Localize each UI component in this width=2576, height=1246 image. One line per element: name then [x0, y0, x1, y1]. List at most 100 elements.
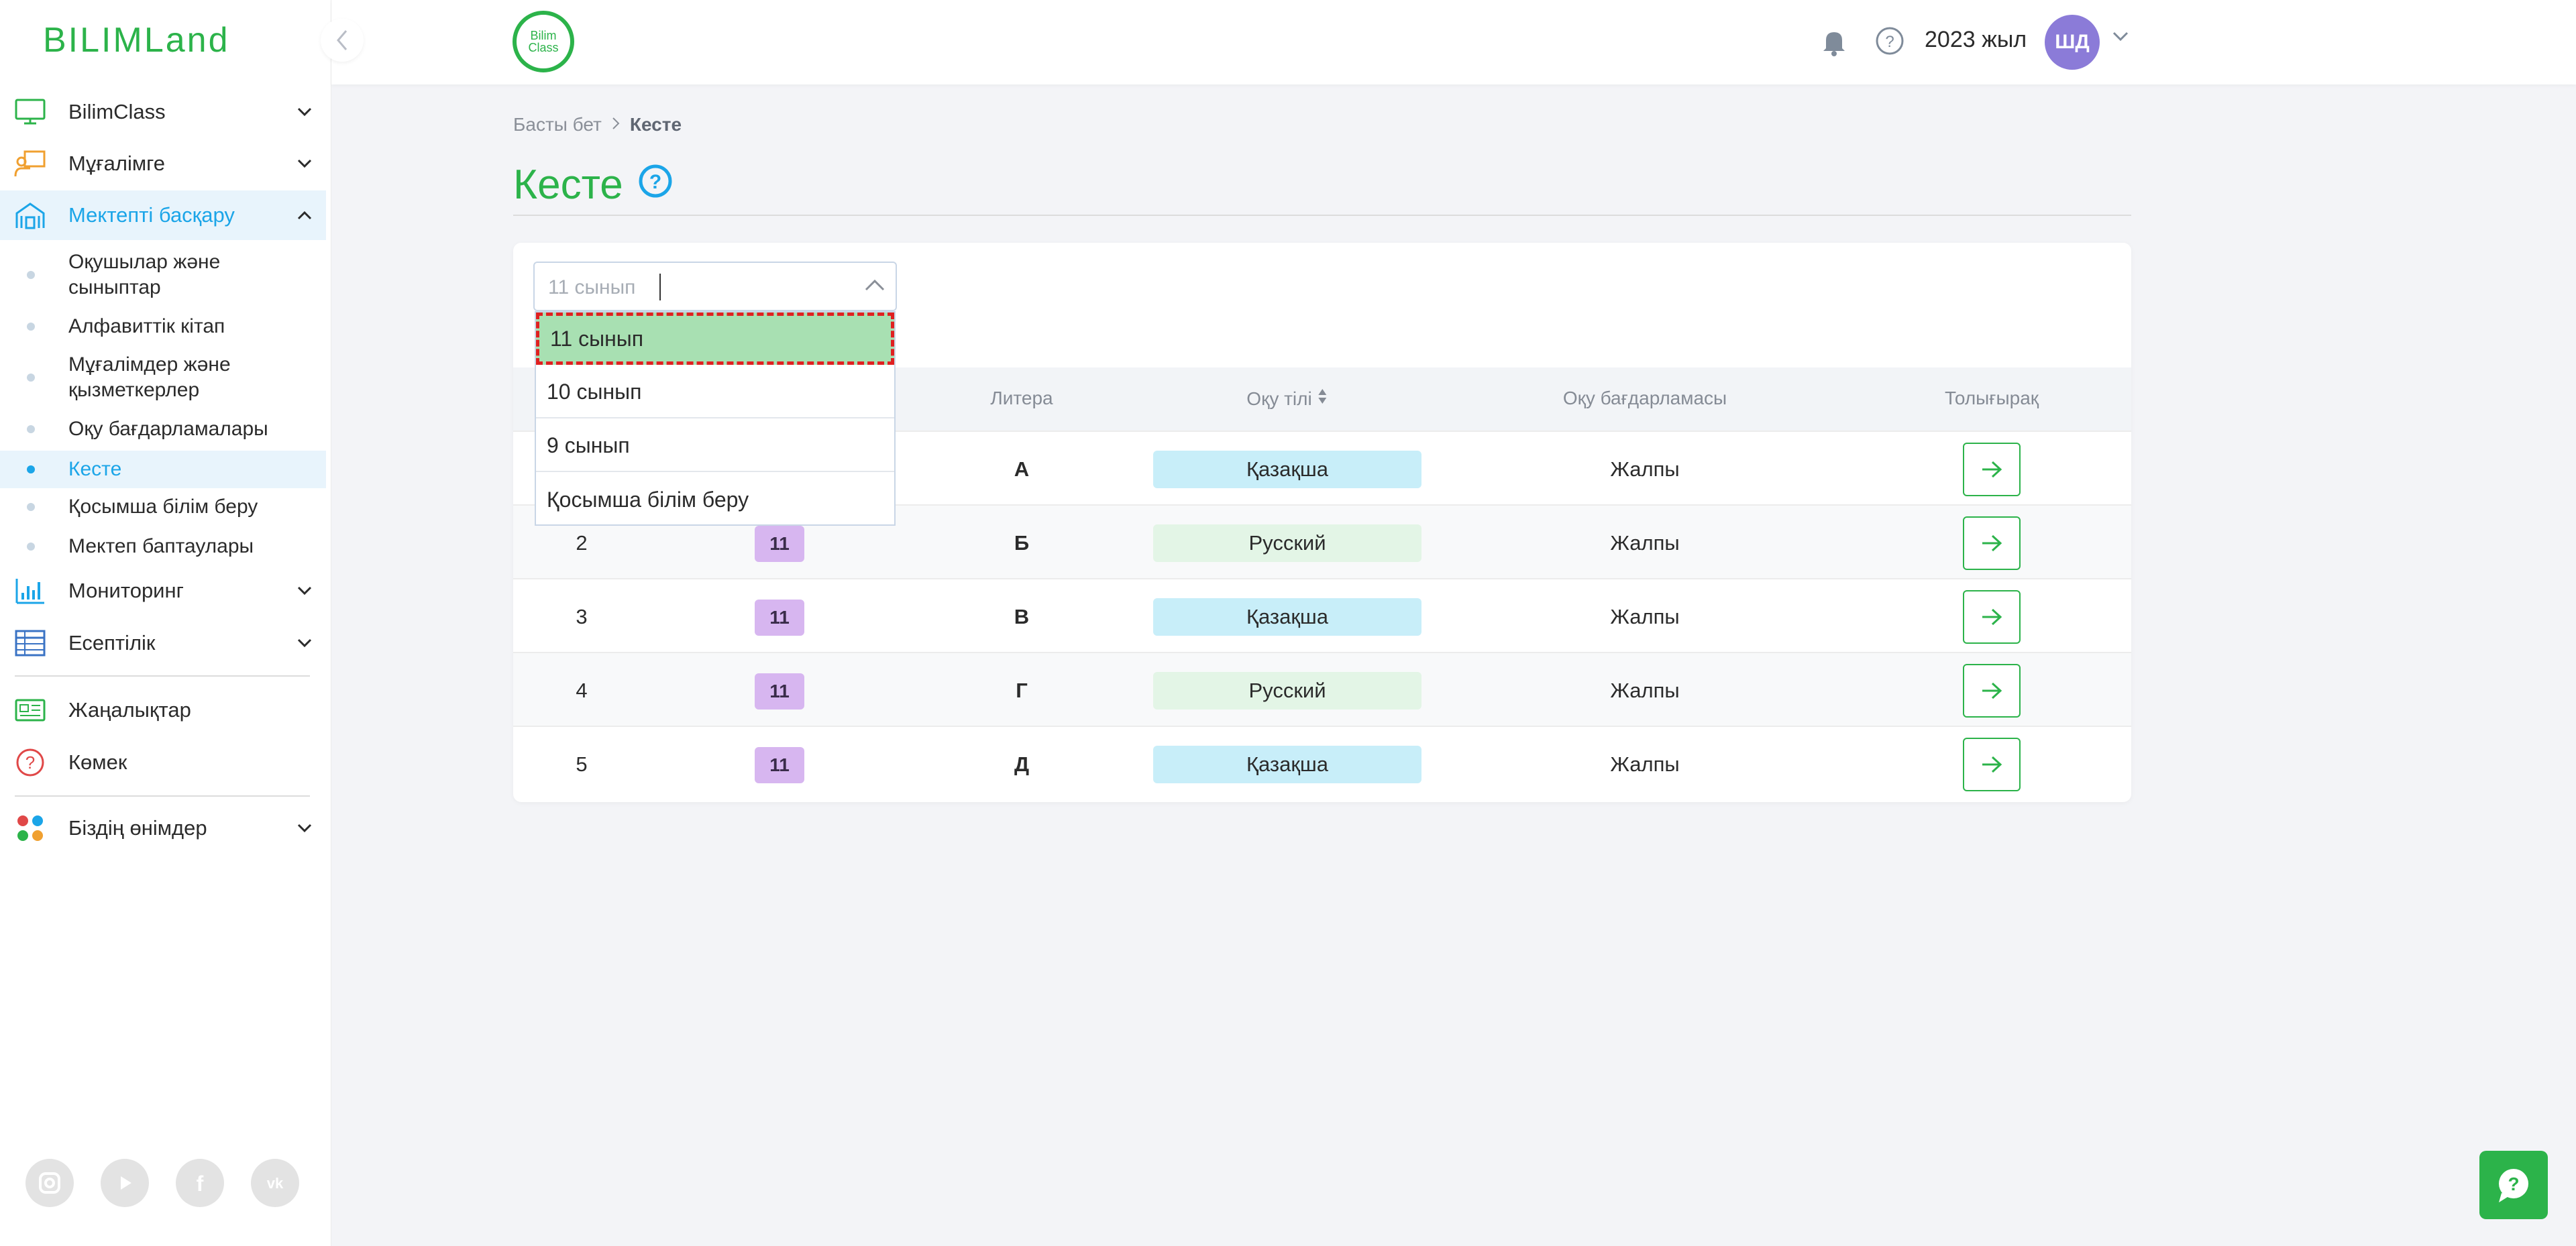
help-chat-button[interactable]: ? — [2479, 1151, 2548, 1219]
bullet-dot — [27, 323, 35, 331]
details-button[interactable] — [1963, 738, 2021, 791]
grade-badge: 11 — [755, 600, 804, 636]
dropdown-option-grade-9[interactable]: 9 сынып — [536, 420, 894, 472]
sidebar-item-label: Біздің өнімдер — [68, 816, 207, 840]
avatar[interactable]: ШД — [2045, 15, 2100, 70]
chevron-left-icon — [337, 30, 347, 50]
monitor-icon — [13, 95, 47, 129]
facebook-icon[interactable]: f — [176, 1159, 224, 1207]
subitem-label-line2: қызметкерлер — [68, 379, 200, 401]
arrow-right-icon — [1982, 608, 2002, 626]
chevron-up-icon[interactable] — [863, 276, 886, 297]
table-row: 4 11 Г Русский Жалпы — [513, 652, 2131, 726]
bilimland-logo[interactable]: BILIMLand — [43, 21, 230, 60]
youtube-icon[interactable] — [101, 1159, 149, 1207]
subitem-label-line2: сыныптар — [68, 276, 161, 298]
chevron-down-icon[interactable] — [2112, 31, 2129, 46]
sidebar-subitem-schedule[interactable]: Кесте — [0, 451, 326, 488]
breadcrumb-current: Кесте — [629, 114, 682, 135]
dropdown-option-grade-10[interactable]: 10 сынып — [536, 366, 894, 418]
sidebar-item-label: Көмек — [68, 750, 127, 774]
row-number: 4 — [576, 679, 588, 702]
vk-icon[interactable]: vk — [251, 1159, 299, 1207]
sidebar-subitem-teachers-staff[interactable]: Мұғалімдер және қызметкерлер — [0, 351, 326, 404]
details-button[interactable] — [1963, 664, 2021, 718]
col-header-language[interactable]: Оқу тілі — [1246, 388, 1328, 410]
sidebar-item-teacher[interactable]: Мұғалімге — [0, 139, 326, 188]
instagram-icon[interactable] — [25, 1159, 74, 1207]
row-number: 3 — [576, 605, 588, 628]
table-row: 3 11 В Қазақша Жалпы — [513, 578, 2131, 652]
class-select[interactable]: 11 сынып — [533, 262, 897, 311]
details-button[interactable] — [1963, 516, 2021, 570]
school-icon — [13, 199, 47, 232]
help-icon[interactable]: ? — [1874, 25, 1905, 60]
language-badge: Қазақша — [1153, 451, 1421, 488]
sidebar-collapse-button[interactable] — [321, 19, 364, 62]
sidebar-item-bilimclass[interactable]: BilimClass — [0, 87, 326, 137]
sidebar-item-label: BilimClass — [68, 100, 166, 123]
row-program: Жалпы — [1610, 605, 1680, 628]
subitem-label-line1: Мұғалімдер және — [68, 353, 231, 376]
row-litera: А — [1014, 457, 1030, 481]
sidebar-subitem-school-settings[interactable]: Мектеп баптаулары — [0, 530, 326, 563]
sidebar-item-school-management[interactable]: Мектепті басқару — [0, 190, 326, 240]
top-header: Bilim Class ? 2023 жыл ШД — [331, 0, 2576, 84]
bullet-dot — [27, 271, 35, 279]
row-number: 2 — [576, 531, 588, 555]
details-button[interactable] — [1963, 443, 2021, 496]
sidebar-item-help[interactable]: ? Көмек — [0, 738, 326, 787]
sidebar-subitem-students-classes[interactable]: Оқушылар және сыныптар — [0, 248, 326, 302]
sidebar-item-our-products[interactable]: Біздің өнімдер — [0, 803, 326, 853]
option-label: 9 сынып — [547, 433, 630, 457]
sidebar-item-label: Жаңалықтар — [68, 698, 191, 722]
arrow-right-icon — [1982, 756, 2002, 773]
question-icon[interactable]: ? — [638, 161, 673, 209]
sidebar-item-monitoring[interactable]: Мониторинг — [0, 566, 326, 616]
sidebar-item-label: Мұғалімге — [68, 152, 166, 175]
arrow-right-icon — [1982, 461, 2002, 478]
language-badge: Русский — [1153, 672, 1421, 710]
grade-badge: 11 — [755, 526, 804, 562]
col-header-litera: Литера — [990, 388, 1053, 408]
row-litera: Г — [1016, 679, 1028, 702]
academic-year[interactable]: 2023 жыл — [1925, 27, 2027, 52]
details-button[interactable] — [1963, 590, 2021, 644]
chevron-down-icon — [294, 101, 315, 123]
bilimclass-logo[interactable]: Bilim Class — [513, 11, 574, 72]
row-litera: Б — [1014, 531, 1030, 555]
page-title: Кесте ? — [513, 161, 673, 209]
subitem-label-line1: Оқушылар және — [68, 251, 221, 273]
sidebar-item-label: Мектепті басқару — [68, 203, 235, 227]
table-icon — [13, 626, 47, 660]
sort-icon[interactable] — [1318, 388, 1328, 410]
chart-icon — [13, 574, 47, 608]
arrow-right-icon — [1982, 534, 2002, 552]
subitem-label: Кесте — [68, 458, 122, 480]
row-program: Жалпы — [1610, 531, 1680, 555]
sidebar-subitem-additional-education[interactable]: Қосымша білім беру — [0, 490, 326, 524]
table-row: 5 11 Д Қазақша Жалпы — [513, 726, 2131, 799]
row-program: Жалпы — [1610, 679, 1680, 702]
sidebar-item-reports[interactable]: Есептілік — [0, 618, 326, 668]
page-title-text: Кесте — [513, 162, 623, 208]
dropdown-option-grade-11[interactable]: 11 сынып — [536, 313, 894, 365]
row-program: Жалпы — [1610, 457, 1680, 481]
bell-icon[interactable] — [1821, 27, 1847, 60]
sidebar-subitem-alphabet-book[interactable]: Алфавиттік кітап — [0, 310, 326, 343]
breadcrumb-home[interactable]: Басты бет — [513, 114, 602, 135]
select-value: 11 сынып — [548, 276, 636, 298]
sidebar-divider — [15, 675, 310, 677]
news-icon — [13, 693, 47, 727]
bullet-dot — [27, 503, 35, 511]
brand-line2: Class — [528, 41, 559, 54]
subitem-label: Оқу бағдарламалары — [68, 418, 268, 440]
subitem-label: Қосымша білім беру — [68, 496, 258, 518]
sidebar-subitem-programs[interactable]: Оқу бағдарламалары — [0, 412, 326, 446]
svg-text:?: ? — [25, 752, 35, 773]
col-header-language-label: Оқу тілі — [1246, 388, 1312, 409]
help-bubble-icon: ? — [2499, 1169, 2528, 1202]
dropdown-option-additional-education[interactable]: Қосымша білім беру — [536, 473, 894, 526]
text-caret — [659, 274, 661, 300]
sidebar-item-news[interactable]: Жаңалықтар — [0, 685, 326, 735]
